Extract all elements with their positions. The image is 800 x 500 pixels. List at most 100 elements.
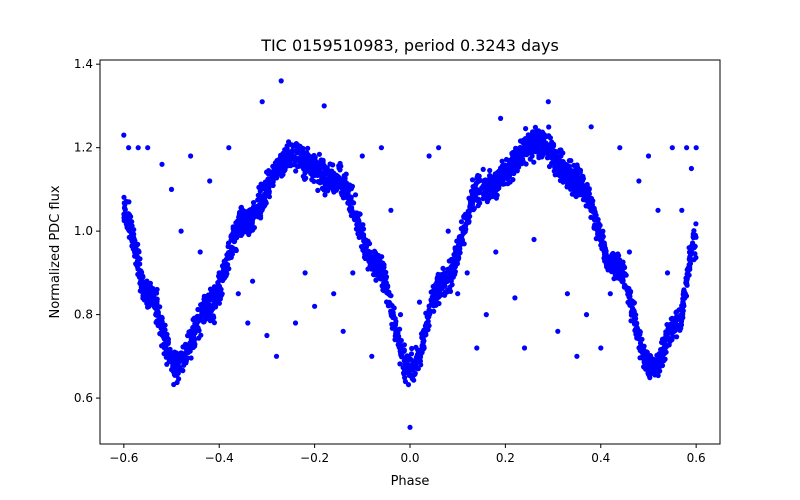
data-point	[254, 213, 260, 219]
outlier-point	[350, 270, 356, 276]
data-point	[236, 211, 243, 217]
data-point	[572, 189, 578, 195]
data-point	[220, 268, 226, 274]
data-point	[313, 165, 319, 171]
data-point	[386, 302, 392, 308]
data-point	[633, 321, 640, 327]
data-point	[135, 271, 141, 277]
data-point	[397, 361, 403, 367]
data-point	[229, 250, 235, 256]
data-point	[614, 267, 620, 273]
outlier-point	[178, 228, 184, 234]
data-point	[126, 234, 132, 240]
outlier-point	[278, 78, 284, 84]
data-point	[419, 335, 425, 341]
outlier-point	[684, 145, 690, 151]
data-point	[474, 197, 481, 204]
data-point	[692, 243, 698, 249]
data-point	[265, 178, 271, 184]
x-axis: −0.6 −0.4 −0.2 0.0 0.2 0.4 0.6	[109, 444, 706, 465]
data-point	[681, 303, 687, 309]
outlier-point	[135, 145, 141, 151]
data-point	[322, 168, 328, 174]
data-point	[411, 362, 417, 368]
data-point	[135, 258, 141, 264]
data-point	[509, 150, 515, 156]
data-point	[639, 349, 645, 355]
data-point	[687, 249, 693, 255]
data-point	[184, 355, 190, 361]
outlier-point	[512, 295, 518, 301]
data-point	[319, 171, 325, 177]
data-point	[183, 344, 189, 350]
data-point	[498, 165, 504, 171]
data-point	[362, 243, 368, 249]
data-point	[625, 291, 631, 297]
data-point	[465, 209, 471, 215]
outlier-point	[407, 424, 413, 430]
data-point	[678, 312, 684, 318]
data-point	[315, 171, 321, 177]
data-point	[413, 344, 419, 350]
data-point	[457, 236, 463, 242]
data-point	[605, 267, 611, 273]
data-point	[145, 304, 151, 310]
data-point	[406, 356, 412, 362]
data-point	[585, 194, 591, 200]
data-point	[480, 196, 486, 202]
data-point	[290, 154, 296, 160]
data-point	[663, 332, 669, 338]
data-point	[523, 161, 529, 167]
data-point	[388, 293, 394, 299]
data-point	[151, 298, 157, 304]
data-point	[201, 293, 207, 299]
data-point	[357, 211, 363, 217]
data-point	[669, 315, 675, 321]
data-point	[288, 142, 294, 148]
data-point	[167, 357, 173, 363]
data-point	[575, 174, 581, 180]
outlier-point	[388, 207, 394, 213]
outlier-point	[574, 353, 580, 359]
data-point	[174, 379, 180, 386]
data-point	[532, 124, 539, 130]
outlier-point	[555, 328, 561, 334]
data-point	[593, 213, 599, 219]
outlier-point	[216, 270, 222, 276]
data-point	[674, 317, 680, 323]
points-layer	[121, 78, 699, 430]
data-point	[536, 153, 542, 159]
data-point	[248, 212, 254, 218]
data-point	[276, 170, 282, 176]
data-point	[432, 294, 438, 300]
data-point	[646, 364, 653, 370]
data-point	[195, 306, 201, 313]
data-point	[544, 142, 550, 148]
data-point	[144, 278, 150, 284]
data-point	[190, 317, 196, 323]
data-point	[230, 224, 236, 230]
data-point	[300, 145, 306, 152]
data-point	[463, 221, 469, 227]
data-point	[675, 322, 681, 328]
data-point	[221, 258, 227, 264]
data-point	[535, 134, 541, 140]
data-point	[618, 265, 625, 271]
data-point	[426, 310, 432, 316]
data-point	[285, 150, 291, 156]
data-point	[320, 176, 326, 182]
x-tick-label: −0.4	[205, 451, 234, 465]
outlier-point	[521, 345, 528, 351]
data-point	[666, 342, 672, 348]
x-tick-label: 0.6	[687, 451, 706, 465]
data-point	[149, 291, 155, 297]
data-point	[634, 326, 641, 332]
data-point	[122, 207, 128, 213]
data-point	[233, 229, 239, 235]
data-point	[431, 308, 437, 314]
data-point	[293, 148, 299, 154]
outlier-point	[645, 153, 652, 159]
data-point	[637, 336, 643, 343]
data-point	[250, 200, 257, 206]
data-point	[521, 144, 527, 150]
